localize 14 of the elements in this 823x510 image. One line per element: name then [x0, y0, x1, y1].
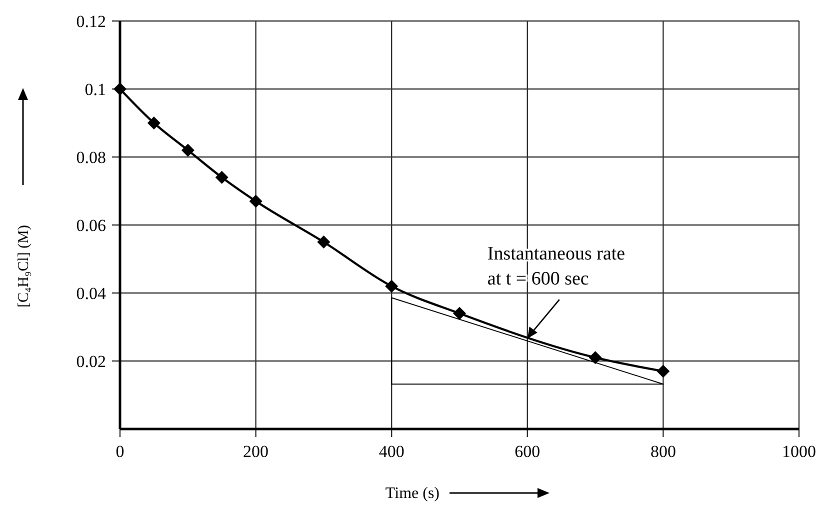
y-tick-label: 0.08 [76, 148, 106, 167]
x-tick-label: 800 [650, 442, 676, 461]
y-axis-title: [C₄H₉Cl] (M) [16, 225, 32, 308]
y-tick-label: 0.06 [76, 216, 106, 235]
x-tick-label: 200 [243, 442, 269, 461]
x-tick-label: 600 [514, 442, 540, 461]
y-tick-label: 0.02 [76, 352, 106, 371]
y-tick-label: 0.1 [84, 80, 106, 99]
y-tick-label: 0.04 [76, 284, 106, 303]
x-tick-label: 1000 [782, 442, 816, 461]
x-axis-title: Time (s) [385, 485, 440, 502]
x-tick-label: 0 [116, 442, 124, 461]
y-tick-label: 0.12 [76, 12, 106, 31]
x-tick-label: 400 [378, 442, 404, 461]
